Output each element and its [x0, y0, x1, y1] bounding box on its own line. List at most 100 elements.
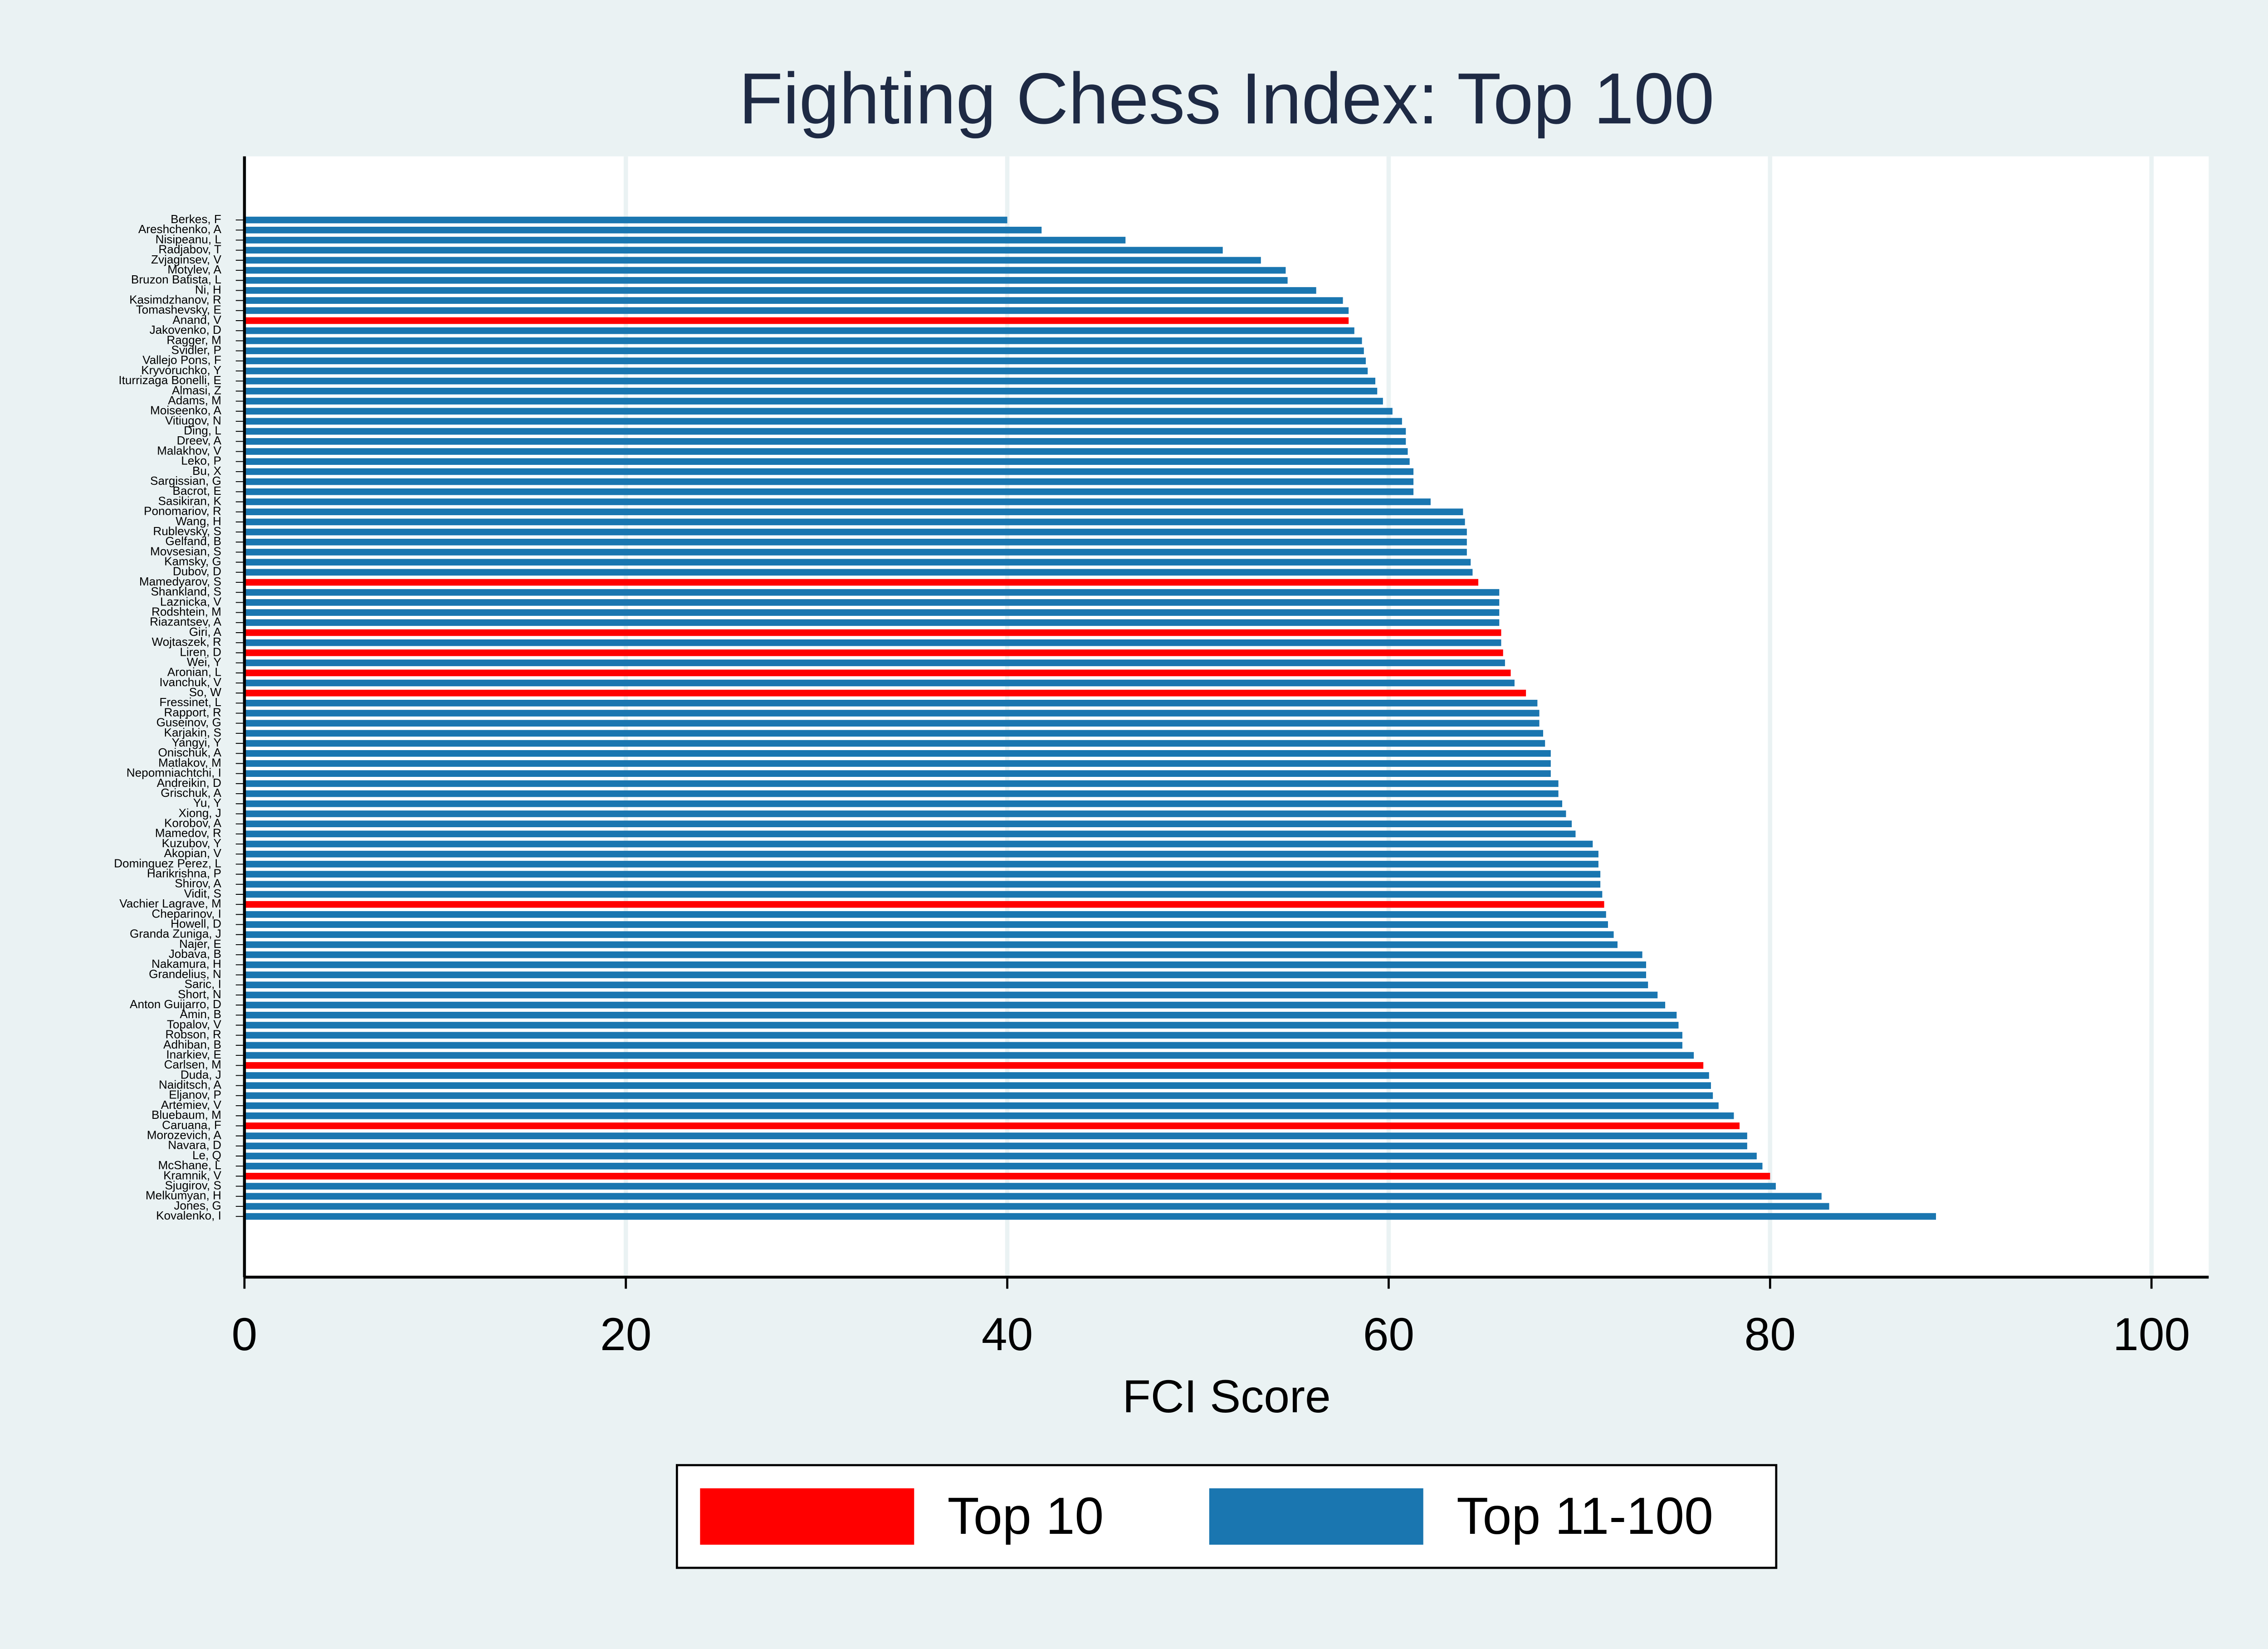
- bar: [244, 861, 1598, 868]
- y-tick-label: Bacrot, E: [172, 484, 221, 498]
- y-tick-label: Le, Q: [192, 1148, 221, 1162]
- bar: [244, 1022, 1679, 1029]
- y-tick-label: Radjabov, T: [158, 243, 221, 256]
- y-tick-label: Svidler, P: [171, 343, 221, 357]
- bar: [244, 1162, 1763, 1170]
- bar: [244, 599, 1500, 606]
- bar: [244, 226, 1042, 234]
- bar: [244, 911, 1606, 918]
- y-tick-label: Vitiugov, N: [165, 414, 221, 427]
- bar: [244, 830, 1576, 838]
- bar: [244, 1173, 1770, 1180]
- y-tick-label: Kuzubov, Y: [162, 836, 221, 850]
- y-tick-label: Howell, D: [171, 917, 221, 930]
- y-tick-label: Bruzon Batista, L: [131, 273, 221, 286]
- bar: [244, 1011, 1677, 1019]
- bar: [244, 951, 1642, 958]
- y-tick-label: Kovalenko, I: [156, 1209, 221, 1222]
- y-tick-label: Dominguez Perez, L: [114, 856, 221, 870]
- bar: [244, 609, 1500, 616]
- y-tick-label: Bluebaum, M: [152, 1108, 221, 1122]
- y-tick-label: Anand, V: [172, 313, 221, 327]
- y-tick-label: Morozevich, A: [147, 1128, 222, 1142]
- y-tick-label: Vallejo Pons, F: [142, 353, 221, 367]
- bar: [244, 247, 1223, 254]
- y-tick-label: Mamedyarov, S: [139, 575, 221, 588]
- y-tick-label: Movsesian, S: [150, 544, 221, 558]
- y-tick-label: Matlakov, M: [158, 756, 221, 769]
- bar: [244, 941, 1618, 948]
- y-tick-label: Almasi, Z: [172, 383, 221, 397]
- y-tick-label: Nakamura, H: [152, 957, 221, 971]
- bar: [244, 438, 1406, 445]
- y-tick-label: Karjakin, S: [164, 726, 221, 739]
- y-tick-label: Caruana, F: [162, 1118, 221, 1132]
- y-tick-label: Wang, H: [176, 514, 221, 528]
- y-tick-label: Inarkiev, E: [166, 1048, 221, 1061]
- bar: [244, 307, 1349, 314]
- y-tick-label: Eljanov, P: [169, 1088, 221, 1102]
- bar: [244, 700, 1538, 707]
- y-tick-label: Riazantsev, A: [150, 615, 221, 629]
- x-tick-label: 100: [2113, 1308, 2190, 1360]
- bar: [244, 619, 1500, 626]
- bar: [244, 780, 1559, 787]
- y-tick-label: Aronian, L: [167, 665, 221, 679]
- legend-label: Top 11-100: [1457, 1487, 1713, 1545]
- bar: [244, 347, 1364, 354]
- bar: [244, 579, 1479, 586]
- bar: [244, 267, 1286, 274]
- y-tick-label: Yangyi, Y: [171, 736, 221, 749]
- y-tick-label: Malakhov, V: [157, 444, 221, 457]
- bar: [244, 569, 1473, 576]
- y-tick-label: Artemiev, V: [161, 1098, 222, 1112]
- legend-swatch: [700, 1488, 914, 1545]
- y-tick-label: Anton Guijarro, D: [130, 997, 221, 1011]
- y-tick-label: Guseinov, G: [156, 716, 221, 729]
- bar: [244, 931, 1614, 938]
- bar: [244, 317, 1349, 324]
- y-tick-label: Grischuk, A: [161, 786, 221, 800]
- y-tick-label: Saric, I: [185, 977, 221, 991]
- bar: [244, 991, 1658, 999]
- bar: [244, 528, 1467, 536]
- y-tick-label: Gelfand, B: [165, 534, 221, 548]
- bar: [244, 971, 1647, 978]
- y-tick-label: Amin, B: [180, 1007, 221, 1021]
- y-tick-label: Wojtaszek, R: [152, 635, 221, 649]
- bar: [244, 730, 1543, 737]
- y-tick-label: Xiong, J: [178, 806, 221, 820]
- bar: [244, 840, 1593, 848]
- y-tick-label: Iturrizaga Bonelli, E: [118, 373, 221, 387]
- bar: [244, 589, 1500, 596]
- bar: [244, 388, 1378, 395]
- y-tick-label: Vachier Lagrave, M: [119, 897, 221, 910]
- y-tick-label: Shankland, S: [151, 585, 221, 598]
- bar: [244, 408, 1393, 415]
- bar: [244, 1132, 1747, 1139]
- bar: [244, 448, 1408, 455]
- bar: [244, 1122, 1740, 1129]
- x-axis-title: FCI Score: [1122, 1371, 1330, 1422]
- y-tick-label: Kramnik, V: [163, 1168, 221, 1182]
- bar: [244, 1152, 1757, 1160]
- bar: [244, 770, 1551, 777]
- y-tick-label: Sjugirov, S: [165, 1178, 221, 1192]
- bar: [244, 659, 1505, 666]
- y-tick-label: Jones, G: [174, 1199, 221, 1212]
- y-tick-label: Bu, X: [192, 464, 221, 478]
- x-tick-label: 20: [600, 1308, 652, 1360]
- bar: [244, 1102, 1719, 1109]
- bar: [244, 689, 1526, 697]
- x-tick-label: 60: [1363, 1308, 1415, 1360]
- bar: [244, 367, 1368, 375]
- y-tick-label: Ponomariov, R: [144, 504, 221, 518]
- y-tick-label: Kamsky, G: [164, 555, 221, 568]
- y-tick-label: Dreev, A: [177, 434, 222, 447]
- y-tick-label: Adams, M: [168, 393, 221, 407]
- bar: [244, 237, 1126, 244]
- y-tick-label: Nepomniachtchi, I: [127, 766, 221, 780]
- bar: [244, 750, 1551, 757]
- y-tick-label: Motylev, A: [167, 263, 221, 276]
- bar: [244, 498, 1431, 505]
